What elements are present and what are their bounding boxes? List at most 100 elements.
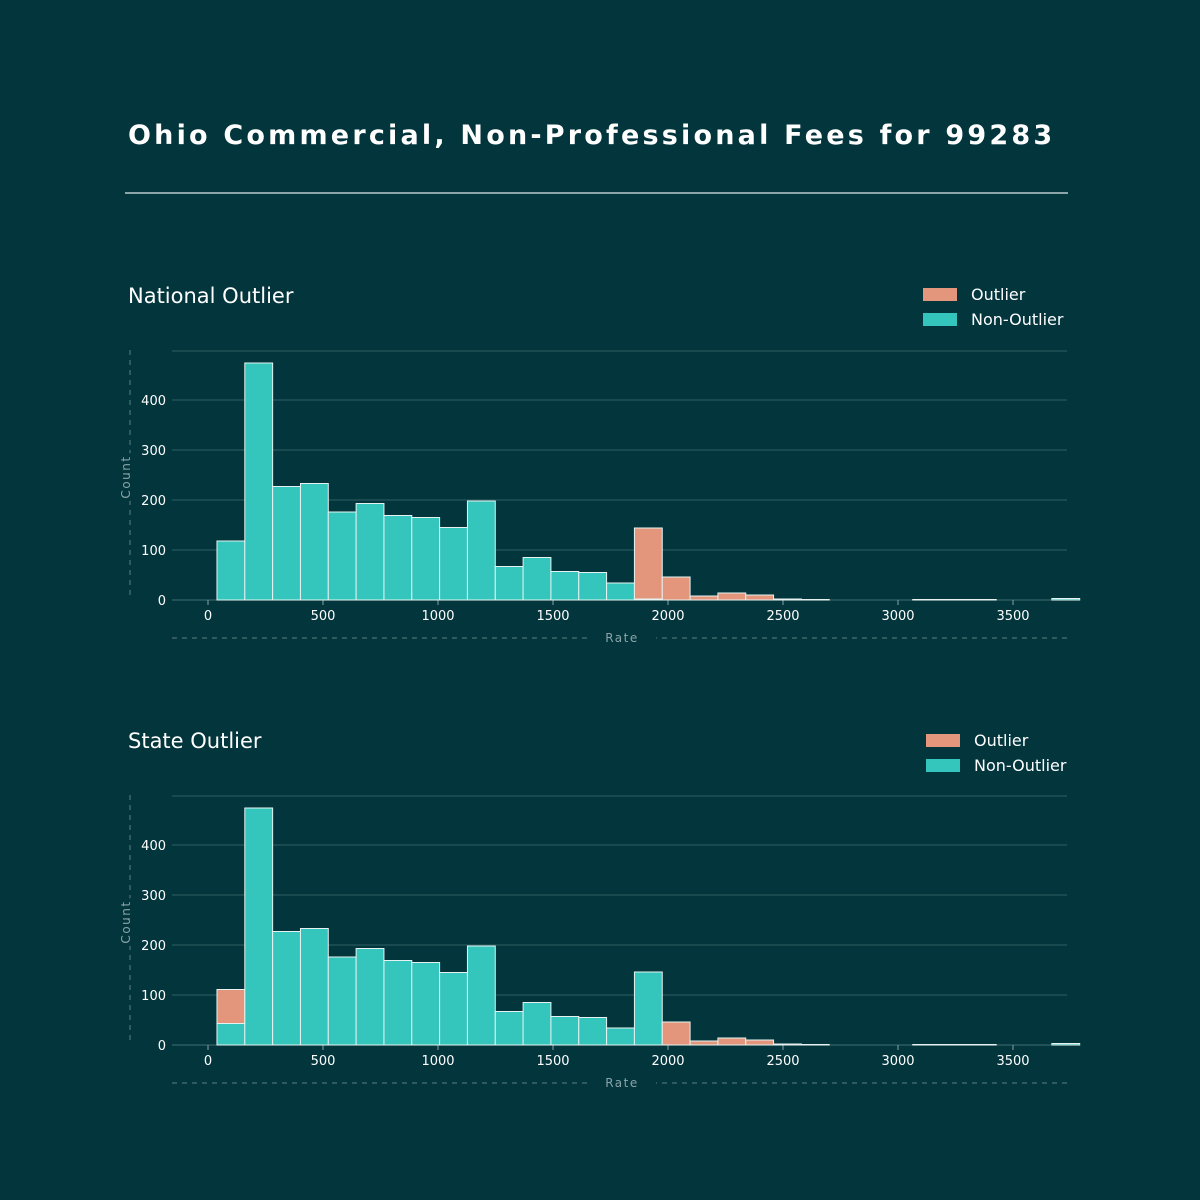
bar-outlier [661, 576, 691, 601]
x-tick-label: 3000 [881, 609, 914, 624]
bar-non-outlier [299, 928, 329, 1046]
bar-non-outlier [411, 517, 441, 601]
x-tick-label: 1000 [421, 609, 454, 624]
bar-non-outlier [967, 1044, 997, 1046]
legend-item-non-outlier: Non-Outlier [923, 307, 1063, 332]
bar-non-outlier [606, 1027, 635, 1046]
bar-outlier [216, 989, 246, 1024]
legend-national: Outlier Non-Outlier [923, 282, 1063, 332]
x-tick-label: 1000 [421, 1054, 454, 1069]
x-tick-label: 2000 [651, 1054, 684, 1069]
bar-outlier [689, 1040, 719, 1046]
y-axis-label: Count [119, 900, 133, 943]
bar-outlier [633, 527, 663, 600]
legend-item-outlier: Outlier [923, 282, 1063, 307]
bar-non-outlier [1051, 598, 1081, 601]
bar-non-outlier [216, 540, 246, 601]
bar-non-outlier [800, 599, 830, 601]
bar-non-outlier [327, 511, 357, 601]
bar-non-outlier [940, 599, 969, 601]
non-outlier-swatch [926, 759, 960, 772]
bar-non-outlier [606, 582, 635, 601]
y-tick-label: 100 [141, 544, 166, 559]
x-tick-label: 2500 [766, 1054, 799, 1069]
bar-non-outlier [244, 362, 274, 601]
bar-non-outlier [466, 945, 496, 1046]
x-tick-label: 0 [204, 609, 212, 624]
bar-non-outlier [800, 1044, 830, 1046]
x-axis-label: Rate [605, 631, 639, 645]
bar-outlier [717, 592, 747, 601]
y-tick-label: 100 [141, 989, 166, 1004]
legend-label: Non-Outlier [974, 756, 1067, 775]
bar-non-outlier [466, 500, 496, 601]
legend-label: Non-Outlier [971, 310, 1064, 329]
bar-non-outlier [494, 1011, 524, 1046]
y-tick-label: 0 [158, 594, 166, 609]
bar-outlier [689, 595, 719, 601]
legend-item-non-outlier: Non-Outlier [926, 753, 1066, 778]
y-tick-label: 0 [158, 1039, 166, 1054]
bar-non-outlier [1051, 1043, 1081, 1046]
bar-non-outlier [272, 486, 301, 601]
x-tick-label: 2000 [651, 609, 684, 624]
bar-non-outlier [411, 962, 441, 1046]
bar-outlier [661, 1021, 691, 1046]
x-axis-label-bg [588, 628, 656, 648]
bar-non-outlier [272, 931, 301, 1046]
bar-non-outlier [244, 807, 274, 1046]
bar-non-outlier [439, 972, 468, 1046]
x-tick-label: 3000 [881, 1054, 914, 1069]
bar-outlier [717, 1037, 747, 1046]
x-tick-label: 500 [311, 609, 336, 624]
x-tick-label: 3500 [996, 609, 1029, 624]
national-outlier-histogram: 0 100 200 300 400 Count 0 500 1000 1500 2000 2500 30… [115, 350, 1081, 648]
bar-non-outlier [578, 572, 608, 601]
x-tick-label: 3500 [996, 1054, 1029, 1069]
outlier-swatch [926, 734, 960, 747]
legend-label: Outlier [974, 731, 1029, 750]
y-tick-label: 400 [141, 839, 166, 854]
legend-state: Outlier Non-Outlier [926, 728, 1066, 778]
bar-non-outlier [383, 960, 413, 1046]
bar-non-outlier [912, 599, 942, 601]
bar-non-outlier [633, 971, 663, 1046]
chart-title-national: National Outlier [128, 284, 294, 308]
y-tick-label: 200 [141, 939, 166, 954]
x-tick-label: 1500 [536, 609, 569, 624]
legend-item-outlier: Outlier [926, 728, 1066, 753]
x-axis-label: Rate [605, 1076, 639, 1090]
x-tick-label: 0 [204, 1054, 212, 1069]
bar-non-outlier [522, 1002, 552, 1046]
bar-non-outlier [940, 1044, 969, 1046]
bar-non-outlier [550, 1016, 580, 1046]
non-outlier-swatch [923, 313, 957, 326]
bar-non-outlier [439, 527, 468, 601]
title-divider [125, 192, 1068, 194]
y-axis-label: Count [119, 455, 133, 498]
bar-outlier [745, 1039, 775, 1046]
y-tick-label: 400 [141, 394, 166, 409]
bar-non-outlier [494, 566, 524, 601]
outlier-swatch [923, 288, 957, 301]
bar-non-outlier [355, 503, 385, 601]
bar-non-outlier [773, 1043, 802, 1046]
x-tick-label: 500 [311, 1054, 336, 1069]
bar-non-outlier [550, 571, 580, 601]
bar-non-outlier [912, 1044, 942, 1046]
y-tick-label: 300 [141, 889, 166, 904]
x-tick-label: 1500 [536, 1054, 569, 1069]
bar-non-outlier [522, 557, 552, 601]
y-tick-label: 300 [141, 444, 166, 459]
bar-non-outlier [383, 515, 413, 601]
chart-title-state: State Outlier [128, 729, 262, 753]
legend-label: Outlier [971, 285, 1026, 304]
bar-non-outlier [773, 598, 802, 601]
bar-non-outlier [327, 956, 357, 1046]
bar-non-outlier [967, 599, 997, 601]
bar-non-outlier [299, 483, 329, 601]
page-title: Ohio Commercial, Non-Professional Fees f… [128, 120, 1056, 151]
bar-non-outlier [216, 1023, 246, 1046]
bar-non-outlier [355, 948, 385, 1046]
x-axis-label-bg [588, 1073, 656, 1093]
